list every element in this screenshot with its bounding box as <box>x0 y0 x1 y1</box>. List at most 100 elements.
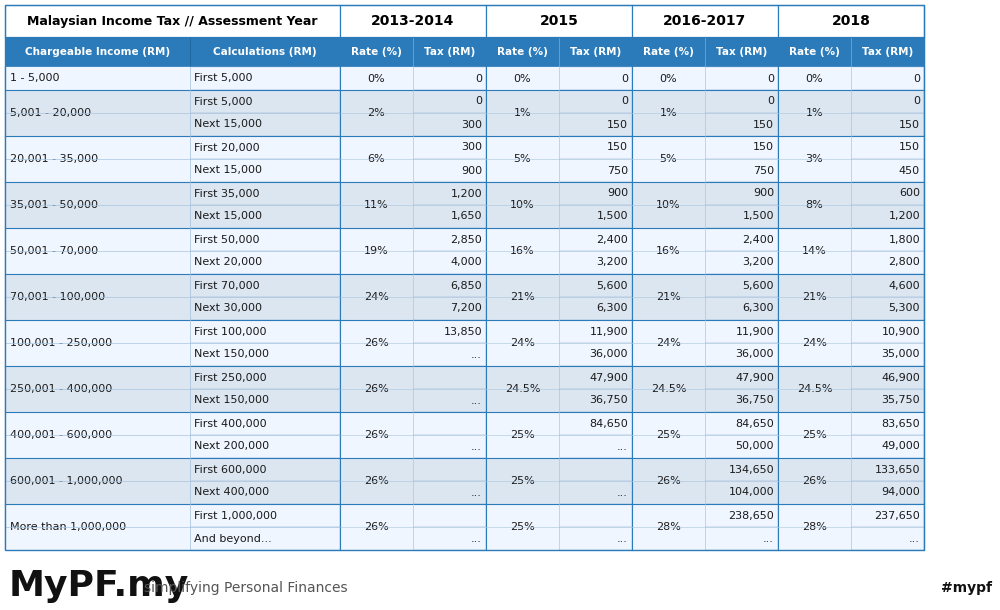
Bar <box>190 320 340 343</box>
Text: ...: ... <box>471 350 482 359</box>
Bar <box>5 458 190 504</box>
Text: 25%: 25% <box>510 430 535 440</box>
Bar <box>778 182 851 228</box>
Bar <box>778 435 851 458</box>
Bar <box>486 389 559 412</box>
Bar <box>486 504 559 550</box>
Bar <box>340 320 413 343</box>
Text: 3%: 3% <box>806 154 823 164</box>
Bar <box>705 205 778 228</box>
Text: 0: 0 <box>913 73 920 84</box>
Text: 1%: 1% <box>514 108 531 118</box>
Bar <box>486 228 559 251</box>
Bar <box>851 251 924 274</box>
Bar <box>190 251 340 274</box>
Text: ...: ... <box>471 487 482 498</box>
Bar <box>778 527 851 550</box>
Text: Rate (%): Rate (%) <box>497 47 548 57</box>
Bar <box>340 90 413 136</box>
Text: ...: ... <box>617 487 628 498</box>
Bar <box>340 182 413 228</box>
Bar <box>340 297 413 320</box>
Bar <box>632 5 778 37</box>
Bar <box>778 412 851 458</box>
Bar <box>705 113 778 136</box>
Bar <box>340 251 413 274</box>
Bar <box>413 320 486 343</box>
Text: 36,750: 36,750 <box>589 395 628 406</box>
Text: 1,500: 1,500 <box>742 212 774 221</box>
Bar <box>705 412 778 435</box>
Bar <box>632 297 705 320</box>
Bar <box>851 435 924 458</box>
Text: 94,000: 94,000 <box>881 487 920 498</box>
Bar <box>559 274 632 297</box>
Text: 24%: 24% <box>364 292 389 302</box>
Bar <box>413 343 486 366</box>
Bar <box>190 205 340 228</box>
Bar <box>632 274 705 320</box>
Bar <box>778 228 851 274</box>
Text: First 1,000,000: First 1,000,000 <box>194 511 277 520</box>
Bar <box>632 274 705 297</box>
Bar <box>778 90 851 136</box>
Bar <box>340 205 413 228</box>
Text: Next 200,000: Next 200,000 <box>194 442 269 451</box>
Bar <box>340 320 413 366</box>
Bar <box>632 458 705 504</box>
Bar <box>632 458 705 481</box>
Bar <box>5 481 190 504</box>
Bar <box>190 366 340 389</box>
Bar <box>486 504 559 527</box>
Bar <box>851 274 924 297</box>
Bar <box>413 251 486 274</box>
Bar <box>5 458 190 481</box>
Text: 47,900: 47,900 <box>589 373 628 382</box>
Text: First 70,000: First 70,000 <box>194 281 260 290</box>
Bar <box>190 504 340 527</box>
Bar <box>413 274 486 297</box>
Bar <box>190 343 340 366</box>
Text: 0: 0 <box>475 96 482 107</box>
Text: 24%: 24% <box>510 338 535 348</box>
Bar <box>5 504 190 527</box>
Bar <box>632 412 705 458</box>
Text: 5%: 5% <box>660 154 677 164</box>
Bar <box>632 504 705 527</box>
Bar <box>851 182 924 205</box>
Bar <box>486 67 559 90</box>
Bar <box>705 228 778 251</box>
Bar <box>413 228 486 251</box>
Text: 104,000: 104,000 <box>728 487 774 498</box>
Bar <box>851 366 924 389</box>
Text: 0: 0 <box>475 73 482 84</box>
Bar <box>559 67 632 90</box>
Bar <box>851 90 924 113</box>
Bar <box>632 182 705 205</box>
Bar <box>851 481 924 504</box>
Bar <box>5 504 190 550</box>
Text: 10%: 10% <box>656 200 681 210</box>
Text: 24%: 24% <box>802 338 827 348</box>
Bar <box>340 67 413 90</box>
Text: 26%: 26% <box>364 522 389 532</box>
Bar <box>5 297 190 320</box>
Text: 1,200: 1,200 <box>450 188 482 198</box>
Text: ...: ... <box>471 395 482 406</box>
Bar <box>340 412 413 458</box>
Text: 0%: 0% <box>806 73 823 84</box>
Bar <box>5 67 190 90</box>
Bar <box>413 37 486 67</box>
Bar <box>5 159 190 182</box>
Text: Next 150,000: Next 150,000 <box>194 350 269 359</box>
Text: 3,200: 3,200 <box>742 257 774 268</box>
Text: 21%: 21% <box>656 292 681 302</box>
Text: 900: 900 <box>753 188 774 198</box>
Bar <box>705 458 778 481</box>
Bar <box>486 274 559 320</box>
Text: 28%: 28% <box>802 522 827 532</box>
Text: 35,000: 35,000 <box>882 350 920 359</box>
Bar <box>705 527 778 550</box>
Text: 11,900: 11,900 <box>735 326 774 337</box>
Bar <box>559 297 632 320</box>
